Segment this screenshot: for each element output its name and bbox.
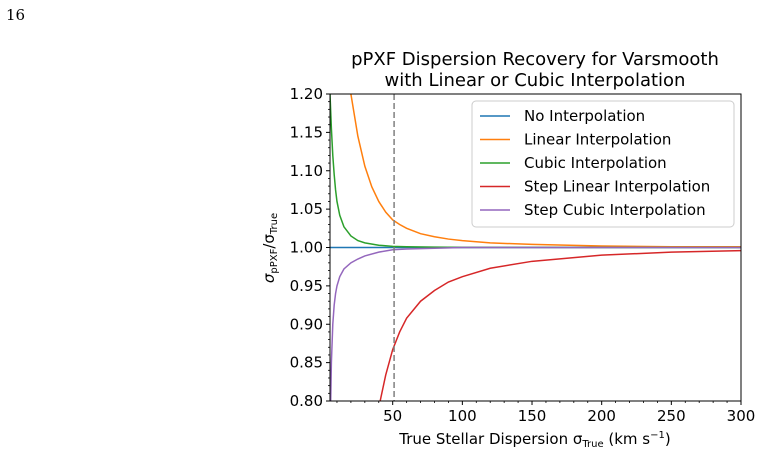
series-line-step-linear-interpolation [379,249,741,401]
x-axis-label-subscript: True [581,439,603,450]
x-tick-label: 100 [448,407,477,425]
legend-label: No Interpolation [524,107,645,125]
y-axis-label: σpPXF/σTrue [260,213,280,283]
legend-label: Linear Interpolation [524,131,671,149]
y-tick-label: 1.05 [290,200,323,218]
y-tick-label: 0.80 [290,392,323,410]
y-axis-label-slash-sigma: /σ [260,234,278,249]
x-tick-label: 150 [518,407,547,425]
x-tick-label: 50 [383,407,402,425]
x-tick-label: 200 [587,407,616,425]
page-number: 16 [6,6,26,24]
legend: No Interpolation Linear Interpolation Cubi… [471,100,735,228]
y-tick-label: 1.10 [290,162,323,180]
y-axis-label-den-subscript: True [269,213,280,235]
x-axis-label-unit-superscript: −1 [650,430,665,441]
legend-frame [471,100,735,228]
x-axis-label-unit-close: ) [665,430,671,448]
axis-ticks: 50 100 150 200 250 300 0.80 0.85 0.90 0.95 1.00 1.0… [290,85,756,425]
series-group [330,94,741,401]
y-axis-label-num-subscript: pPXF [269,248,280,273]
y-axis-label-sigma: σ [260,273,278,283]
y-tick-label: 0.95 [290,277,323,295]
y-tick-label: 1.20 [290,85,323,103]
x-axis-label-unit: (km s [604,430,651,448]
y-tick-label: 1.00 [290,239,323,257]
x-tick-label: 300 [727,407,756,425]
series-line-step-cubic-interpolation [330,246,741,401]
x-tick-label: 250 [657,407,686,425]
chart-title-line-2: with Linear or Cubic Interpolation [385,70,686,91]
y-tick-label: 0.90 [290,315,323,333]
legend-label: Step Cubic Interpolation [524,201,706,219]
x-axis-label-text: True Stellar Dispersion σ [398,430,583,448]
y-tick-label: 1.15 [290,123,323,141]
chart-title-line-1: pPXF Dispersion Recovery for Varsmooth [351,49,719,70]
y-tick-label: 0.85 [290,354,323,372]
series-line-linear-interpolation [350,94,741,248]
legend-label: Cubic Interpolation [524,154,667,172]
x-axis-label: True Stellar Dispersion σTrue (km s−1) [398,430,671,450]
series-line-cubic-interpolation [330,94,741,249]
legend-label: Step Linear Interpolation [524,178,710,196]
